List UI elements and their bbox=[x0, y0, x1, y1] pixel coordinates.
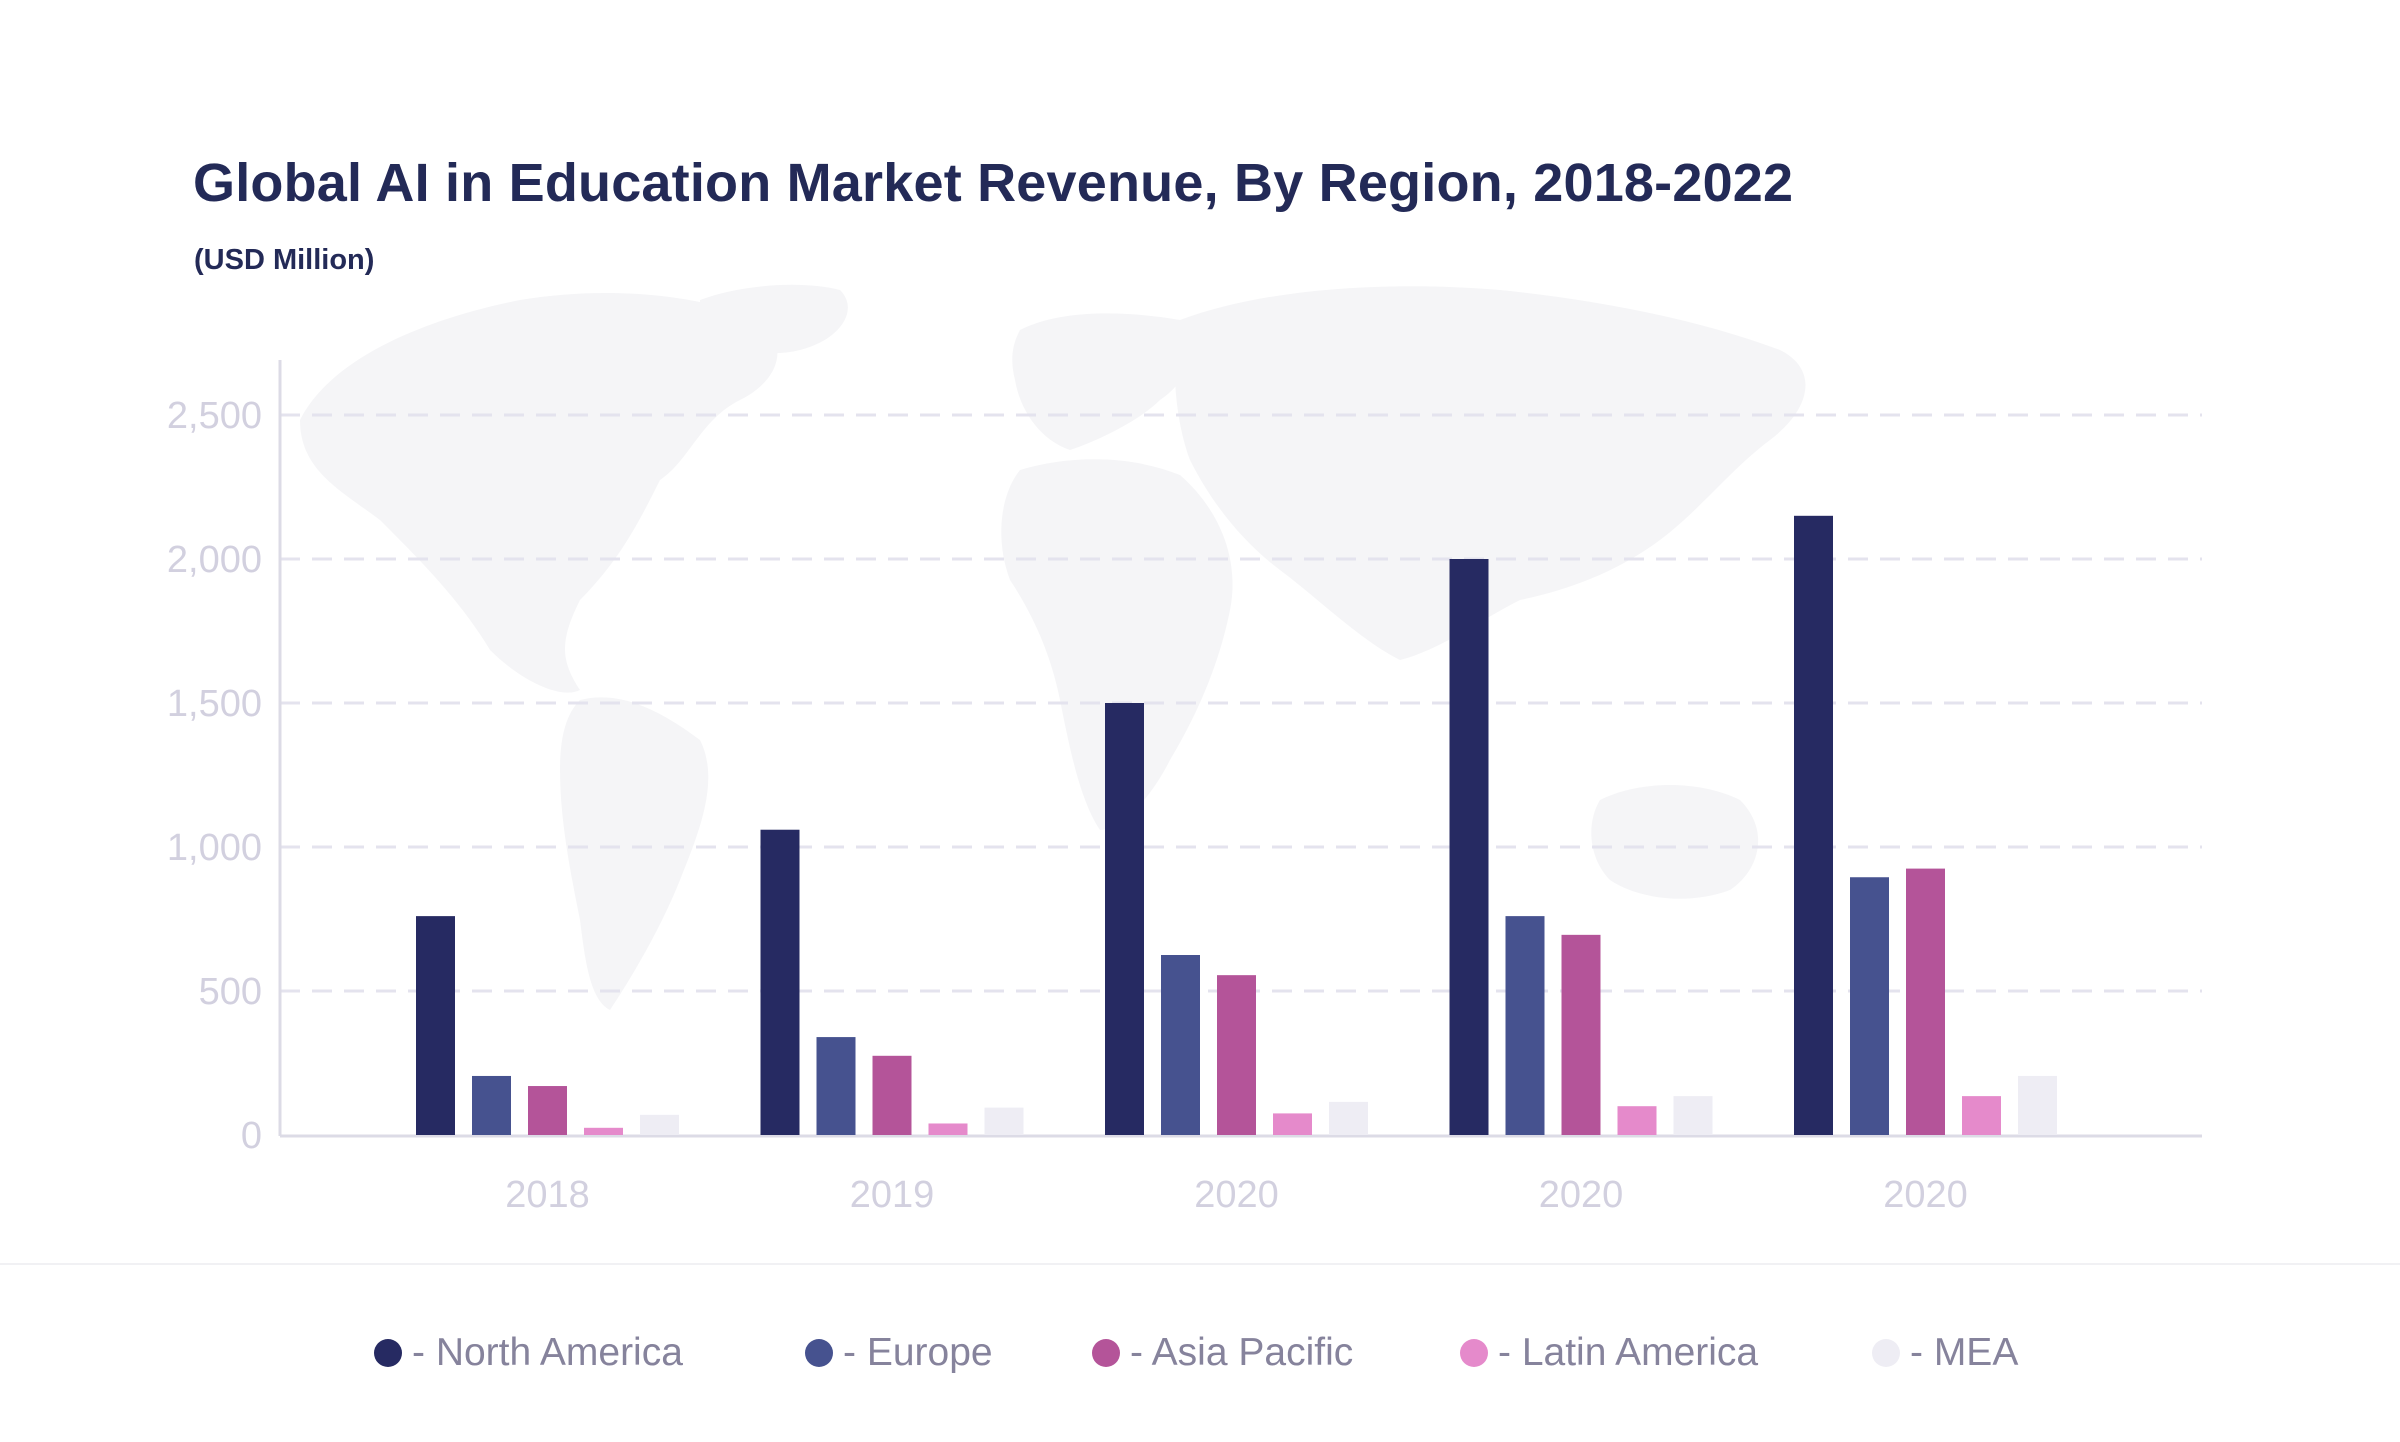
legend-swatch-latin-america bbox=[1460, 1339, 1488, 1367]
bar-north-america bbox=[1794, 515, 1833, 1135]
x-tick-label: 2019 bbox=[850, 1174, 935, 1216]
legend: - North America - Europe - Asia Pacific … bbox=[0, 1318, 2400, 1388]
y-tick-label: 2,000 bbox=[167, 539, 262, 581]
bar-group bbox=[1794, 515, 2057, 1135]
y-tick-label: 1,000 bbox=[167, 827, 262, 869]
bar-latin-america bbox=[1962, 1096, 2001, 1135]
bar-latin-america bbox=[1273, 1113, 1312, 1135]
bar-europe bbox=[1505, 916, 1545, 1135]
legend-label-north-america: - North America bbox=[412, 1331, 683, 1374]
bar-north-america bbox=[760, 829, 800, 1135]
bar-group bbox=[760, 829, 1024, 1135]
x-tick-label: 2020 bbox=[1539, 1174, 1624, 1216]
x-tick-label: 2020 bbox=[1194, 1174, 1279, 1216]
world-map-background bbox=[300, 284, 1806, 1010]
y-tick-label: 500 bbox=[199, 971, 262, 1013]
y-tick-label: 1,500 bbox=[167, 683, 262, 725]
legend-swatch-north-america bbox=[374, 1339, 402, 1367]
bar-mea bbox=[640, 1114, 679, 1135]
bar-europe bbox=[816, 1037, 856, 1135]
x-tick-label: 2018 bbox=[505, 1174, 590, 1216]
y-axis-ticks: 0 500 1,000 1,500 2,000 2,500 bbox=[167, 395, 262, 1157]
legend-label-europe: - Europe bbox=[843, 1331, 993, 1374]
legend-item-north-america: - North America bbox=[374, 1318, 683, 1388]
bar-asia-pacific bbox=[1217, 975, 1256, 1135]
bar-europe bbox=[1850, 877, 1889, 1135]
bar-mea bbox=[1329, 1101, 1368, 1135]
x-tick-label: 2020 bbox=[1883, 1174, 1968, 1216]
bar-group bbox=[416, 916, 679, 1135]
legend-item-europe: - Europe bbox=[805, 1318, 993, 1388]
x-axis-ticks: 2018 2019 2020 2020 2020 bbox=[505, 1174, 1968, 1216]
bar-mea bbox=[1673, 1096, 1713, 1135]
legend-swatch-mea bbox=[1872, 1339, 1900, 1367]
bar-asia-pacific bbox=[1561, 934, 1601, 1135]
bar-asia-pacific bbox=[872, 1055, 912, 1135]
bar-group bbox=[1105, 703, 1368, 1135]
chart-title: Global AI in Education Market Revenue, B… bbox=[193, 153, 1794, 213]
bar-north-america bbox=[1105, 703, 1144, 1135]
legend-item-mea: - MEA bbox=[1872, 1318, 2018, 1388]
legend-item-asia-pacific: - Asia Pacific bbox=[1092, 1318, 1353, 1388]
bar-latin-america bbox=[1617, 1106, 1657, 1135]
legend-label-mea: - MEA bbox=[1910, 1331, 2019, 1374]
bar-north-america bbox=[416, 916, 455, 1135]
chart-subtitle: (USD Million) bbox=[194, 244, 375, 276]
legend-item-latin-america: - Latin America bbox=[1460, 1318, 1758, 1388]
bar-asia-pacific bbox=[528, 1086, 567, 1135]
bar-latin-america bbox=[928, 1123, 968, 1135]
bar-latin-america bbox=[584, 1127, 623, 1135]
bar-group bbox=[1449, 559, 1713, 1135]
legend-swatch-asia-pacific bbox=[1092, 1339, 1120, 1367]
bars bbox=[416, 515, 2057, 1135]
y-tick-label: 2,500 bbox=[167, 395, 262, 437]
legend-divider bbox=[0, 1263, 2400, 1265]
legend-swatch-europe bbox=[805, 1339, 833, 1367]
bar-europe bbox=[472, 1075, 511, 1135]
bar-europe bbox=[1161, 955, 1200, 1135]
bar-mea bbox=[2018, 1075, 2057, 1135]
legend-label-latin-america: - Latin America bbox=[1498, 1331, 1759, 1374]
bar-north-america bbox=[1449, 559, 1489, 1135]
y-tick-label: 0 bbox=[241, 1115, 262, 1157]
bar-asia-pacific bbox=[1906, 868, 1945, 1135]
axes bbox=[278, 360, 2202, 1138]
legend-label-asia-pacific: - Asia Pacific bbox=[1130, 1331, 1354, 1374]
bar-mea bbox=[984, 1107, 1024, 1135]
